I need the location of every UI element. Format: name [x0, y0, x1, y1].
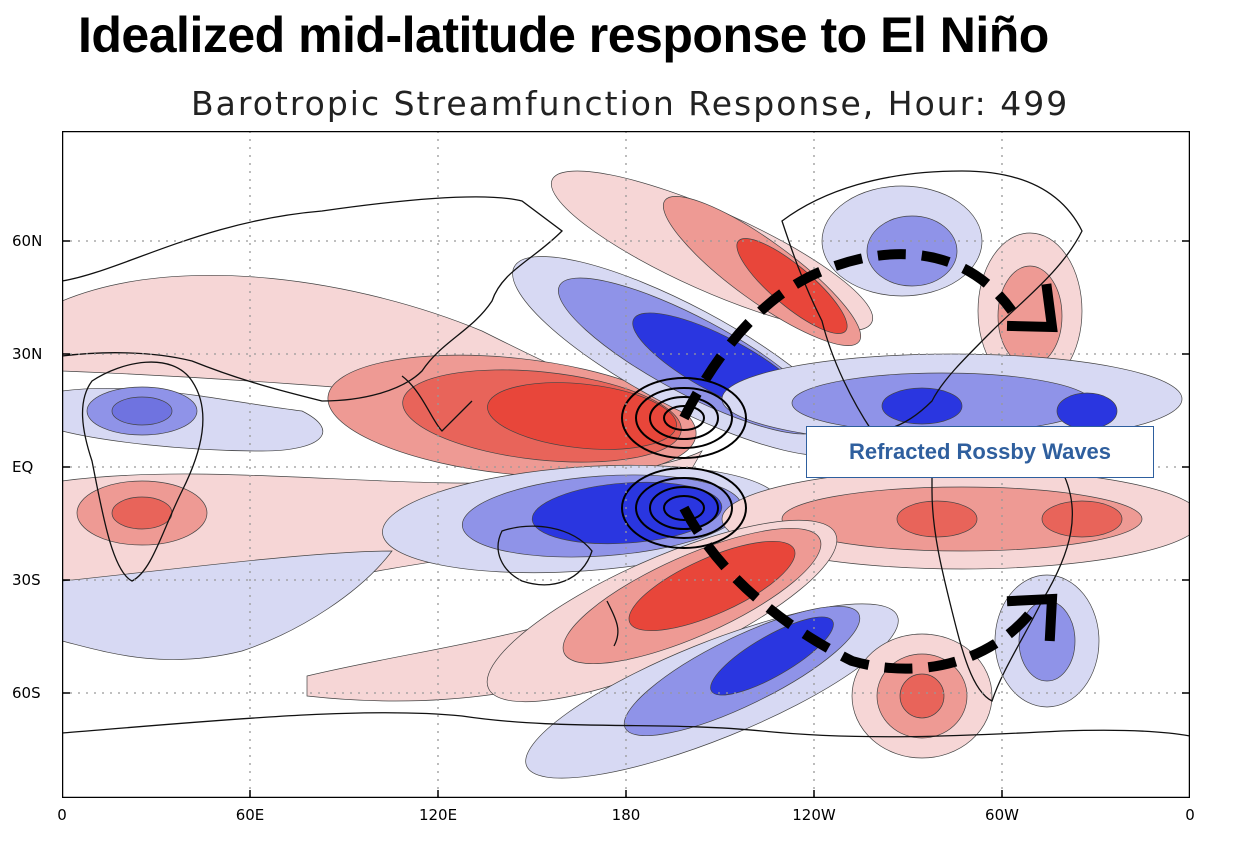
rossby-waves-annotation: Refracted Rossby Waves [806, 426, 1154, 478]
lon-label-120w: 120W [792, 806, 836, 824]
page-heading: Idealized mid-latitude response to El Ni… [78, 7, 1049, 63]
forcing-contours [621, 377, 747, 549]
lon-label-0: 0 [57, 806, 67, 824]
arrow-heads [1006, 283, 1058, 642]
lat-label-30n: 30N [12, 345, 43, 363]
coastlines [62, 170, 1190, 738]
lon-label-60e: 60E [235, 806, 265, 824]
lat-label-30s: 30S [12, 571, 41, 589]
lat-label-eq: EQ [12, 458, 34, 476]
lon-label-180: 180 [611, 806, 641, 824]
contour-field [62, 170, 1190, 779]
lon-label-360: 0 [1185, 806, 1195, 824]
lat-label-60s: 60S [12, 684, 41, 702]
streamfunction-map [62, 131, 1190, 798]
rossby-wave-arrows [679, 249, 1036, 674]
lon-label-60w: 60W [985, 806, 1019, 824]
lon-label-120e: 120E [418, 806, 458, 824]
plot-title: Barotropic Streamfunction Response, Hour… [191, 84, 1070, 123]
lat-label-60n: 60N [12, 232, 43, 250]
